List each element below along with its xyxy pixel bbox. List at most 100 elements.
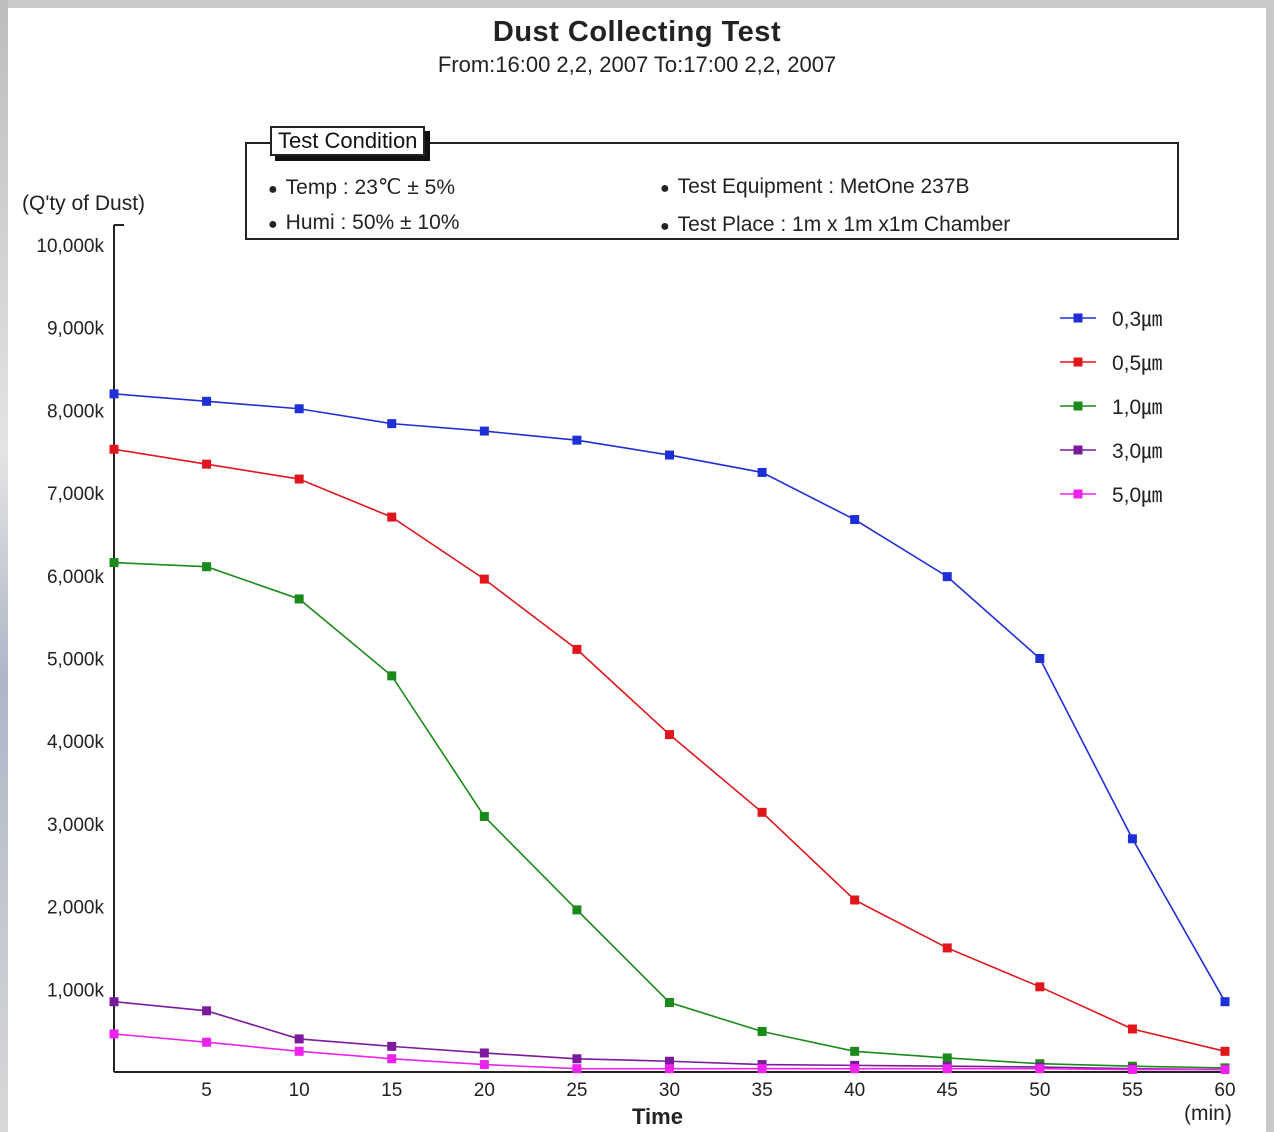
data-point [665,1064,674,1074]
data-point [109,558,119,568]
data-point [294,1046,304,1056]
data-point [202,459,212,469]
legend-marker [1073,313,1083,323]
x-tick-label: 40 [844,1080,865,1101]
condition-temp: ● Temp : 23℃ ± 5% [268,175,455,200]
condition-equipment: ● Test Equipment : MetOne 237B [660,175,970,199]
data-point [387,419,397,429]
legend-marker [1073,401,1083,411]
y-tick-label: 5,000k [47,650,105,671]
condition-humi: ● Humi : 50% ± 10% [268,211,459,235]
data-point [1127,1024,1137,1034]
data-point [1127,1065,1137,1075]
data-point [387,671,397,681]
chart-subtitle: From:16:00 2,2, 2007 To:17:00 2,2, 2007 [437,52,837,77]
data-point [202,1006,212,1016]
legend-marker [1073,489,1083,499]
data-point [109,389,119,399]
data-point [109,997,119,1007]
bullet-icon: ● [660,180,670,197]
data-point [757,1026,767,1036]
y-axis-label: (Q'ty of Dust) [22,192,146,215]
data-point [479,1048,489,1058]
data-point [1220,997,1230,1007]
y-tick-label: 7,000k [47,484,105,505]
data-point [1035,1064,1045,1074]
data-point [572,644,582,654]
data-point [757,1064,767,1074]
data-point [942,943,952,953]
data-point [109,444,119,454]
data-point [387,1041,397,1051]
data-point [1127,834,1137,844]
legend-label: 1,0㎛ [1112,396,1162,420]
data-point [572,1054,582,1064]
condition-place-text: Test Place : 1m x 1m x1m Chamber [677,213,1011,236]
y-tick-label: 2,000k [47,898,105,919]
data-point [294,594,304,604]
test-condition-label: Test Condition [270,126,426,156]
data-point [294,1034,304,1044]
data-point [665,450,674,460]
data-point [1035,982,1045,992]
test-condition-box [245,142,1179,240]
x-axis-label: Time [632,1104,683,1129]
legend-label: 5,0㎛ [1112,484,1162,508]
data-point [479,426,489,436]
x-axis-unit: (min) [1184,1102,1232,1125]
data-point [202,562,212,572]
condition-temp-text: Temp : 23℃ ± 5% [285,176,456,199]
series-line [113,448,1226,1053]
x-tick-label: 45 [937,1080,958,1101]
legend-label: 3,0㎛ [1112,440,1162,464]
x-tick-label: 5 [201,1080,212,1101]
y-tick-label: 6,000k [47,567,105,588]
data-point [942,572,952,582]
bullet-icon: ● [660,218,670,235]
y-tick-label: 1,000k [47,980,105,1001]
y-tick-label: 8,000k [47,401,105,422]
data-point [479,574,489,584]
data-point [479,811,489,821]
chart-title: Dust Collecting Test [492,16,782,48]
data-point [850,515,860,525]
data-point [665,998,674,1008]
data-point [294,474,304,484]
bullet-icon: ● [268,216,278,233]
x-tick-label: 55 [1122,1080,1143,1101]
data-point [479,1060,489,1070]
window-edge [0,0,8,1132]
condition-equipment-text: Test Equipment : MetOne 237B [677,175,970,198]
data-point [1220,1046,1230,1056]
data-point [850,1064,860,1074]
x-tick-label: 20 [474,1080,495,1101]
y-tick-label: 9,000k [47,319,105,340]
data-point [665,730,674,740]
data-point [1220,1065,1230,1075]
y-tick-label: 10,000k [36,236,104,257]
legend-label: 0,3㎛ [1112,308,1162,332]
bullet-icon: ● [268,181,278,198]
data-point [850,1046,860,1056]
legend-marker [1073,357,1083,367]
condition-humi-text: Humi : 50% ± 10% [285,211,460,234]
data-point [572,435,582,445]
data-point [942,1064,952,1074]
data-point [757,467,767,477]
y-tick-label: 4,000k [47,732,105,753]
data-point [757,807,767,817]
x-tick-label: 50 [1029,1080,1050,1101]
data-point [572,905,582,915]
data-point [202,396,212,406]
condition-place: ● Test Place : 1m x 1m x1m Chamber [660,213,1010,237]
x-tick-label: 60 [1214,1080,1235,1101]
data-point [109,1029,119,1039]
series-line [113,393,1226,1003]
series-line [113,561,1226,1069]
x-tick-label: 10 [289,1080,310,1101]
data-point [387,512,397,522]
x-tick-label: 15 [381,1080,402,1101]
data-point [1035,654,1045,663]
legend-marker [1073,445,1083,455]
